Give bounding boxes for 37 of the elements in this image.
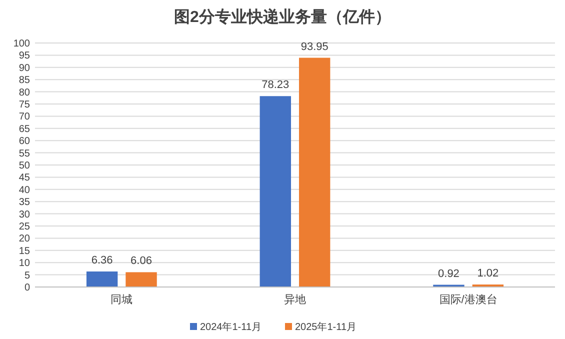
- y-tick-label: 40: [18, 184, 30, 196]
- y-tick-label: 15: [18, 246, 30, 257]
- x-tick-label: 异地: [284, 293, 306, 306]
- y-tick-label: 95: [18, 50, 30, 62]
- y-tick-label: 100: [13, 38, 30, 50]
- y-tick-label: 70: [18, 112, 30, 123]
- bar: [126, 272, 157, 287]
- legend-label: 2024年1-11月: [200, 321, 262, 333]
- x-tick-label: 国际/港澳台: [439, 293, 498, 306]
- bar: [299, 58, 330, 287]
- data-label: 78.23: [262, 79, 290, 92]
- y-tick-label: 55: [18, 148, 30, 160]
- y-tick-label: 0: [24, 282, 30, 294]
- data-label: 93.95: [300, 40, 328, 53]
- data-label: 1.02: [477, 268, 499, 280]
- legend-label: 2025年1-11月: [295, 321, 357, 333]
- y-tick-label: 50: [18, 160, 30, 172]
- y-tick-label: 10: [18, 258, 30, 270]
- y-tick-label: 5: [24, 270, 30, 282]
- y-tick-label: 30: [18, 209, 30, 220]
- data-label: 0.92: [438, 268, 460, 280]
- y-tick-label: 65: [18, 124, 30, 135]
- y-tick-label: 45: [18, 172, 30, 184]
- x-tick-label: 同城: [110, 293, 133, 306]
- y-tick-label: 75: [18, 100, 30, 110]
- chart-title: 图2分专业快递业务量（亿件）: [174, 8, 391, 26]
- data-label: 6.06: [130, 255, 152, 268]
- y-tick-label: 85: [18, 75, 30, 86]
- data-label: 6.36: [91, 254, 113, 266]
- y-tick-label: 90: [18, 62, 30, 74]
- bar: [260, 96, 291, 287]
- y-tick-label: 80: [18, 87, 30, 98]
- y-tick-label: 35: [18, 197, 30, 208]
- bar: [86, 271, 118, 287]
- y-tick-label: 20: [18, 234, 30, 245]
- y-tick-label: 25: [18, 222, 30, 232]
- y-tick-label: 60: [18, 136, 30, 148]
